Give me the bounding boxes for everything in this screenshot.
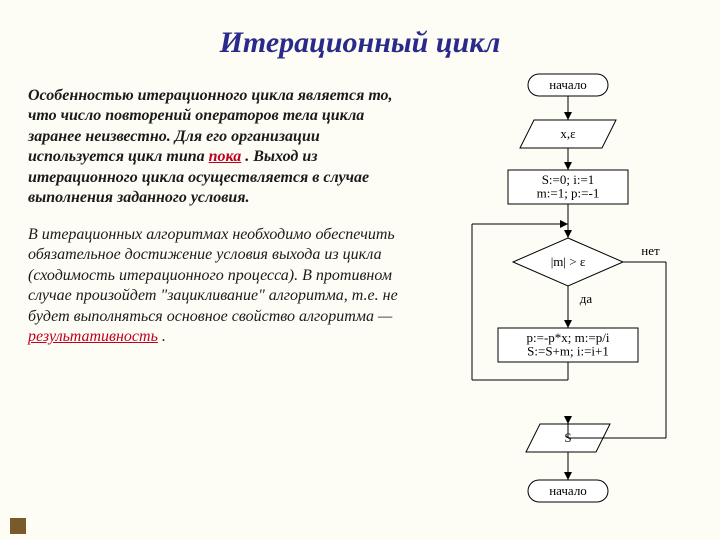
svg-text:нет: нет [641,243,660,258]
flowchart-svg: началоx,εS:=0; i:=1m:=1; p:=-1|m| > εp:=… [418,66,708,536]
keyword-poka: пока [209,148,242,165]
content-row: Особенностью итерационного цикла являетс… [28,70,692,364]
paragraph-2: В итерационных алгоритмах необходимо обе… [28,225,418,348]
p3-text: В итерационных алгоритмах необходимо обе… [28,226,398,325]
svg-text:x,ε: x,ε [560,126,576,141]
svg-text:S:=S+m; i:=i+1: S:=S+m; i:=i+1 [527,343,609,358]
svg-text:начало: начало [549,77,587,92]
slide-title: Итерационный цикл [28,26,692,60]
svg-text:начало: начало [549,483,587,498]
text-column: Особенностью итерационного цикла являетс… [28,70,418,364]
slide-page: Итерационный цикл Особенностью итерацион… [0,0,720,540]
footnote-square-icon [10,518,26,534]
p4-text: . [162,328,166,345]
svg-text:да: да [580,291,593,306]
svg-text:m:=1; p:=-1: m:=1; p:=-1 [537,185,600,200]
keyword-result: результативность [28,328,158,345]
flowchart-column: началоx,εS:=0; i:=1m:=1; p:=-1|m| > εp:=… [418,70,692,364]
svg-text:|m| > ε: |m| > ε [551,254,586,269]
paragraph-1: Особенностью итерационного цикла являетс… [28,86,418,209]
